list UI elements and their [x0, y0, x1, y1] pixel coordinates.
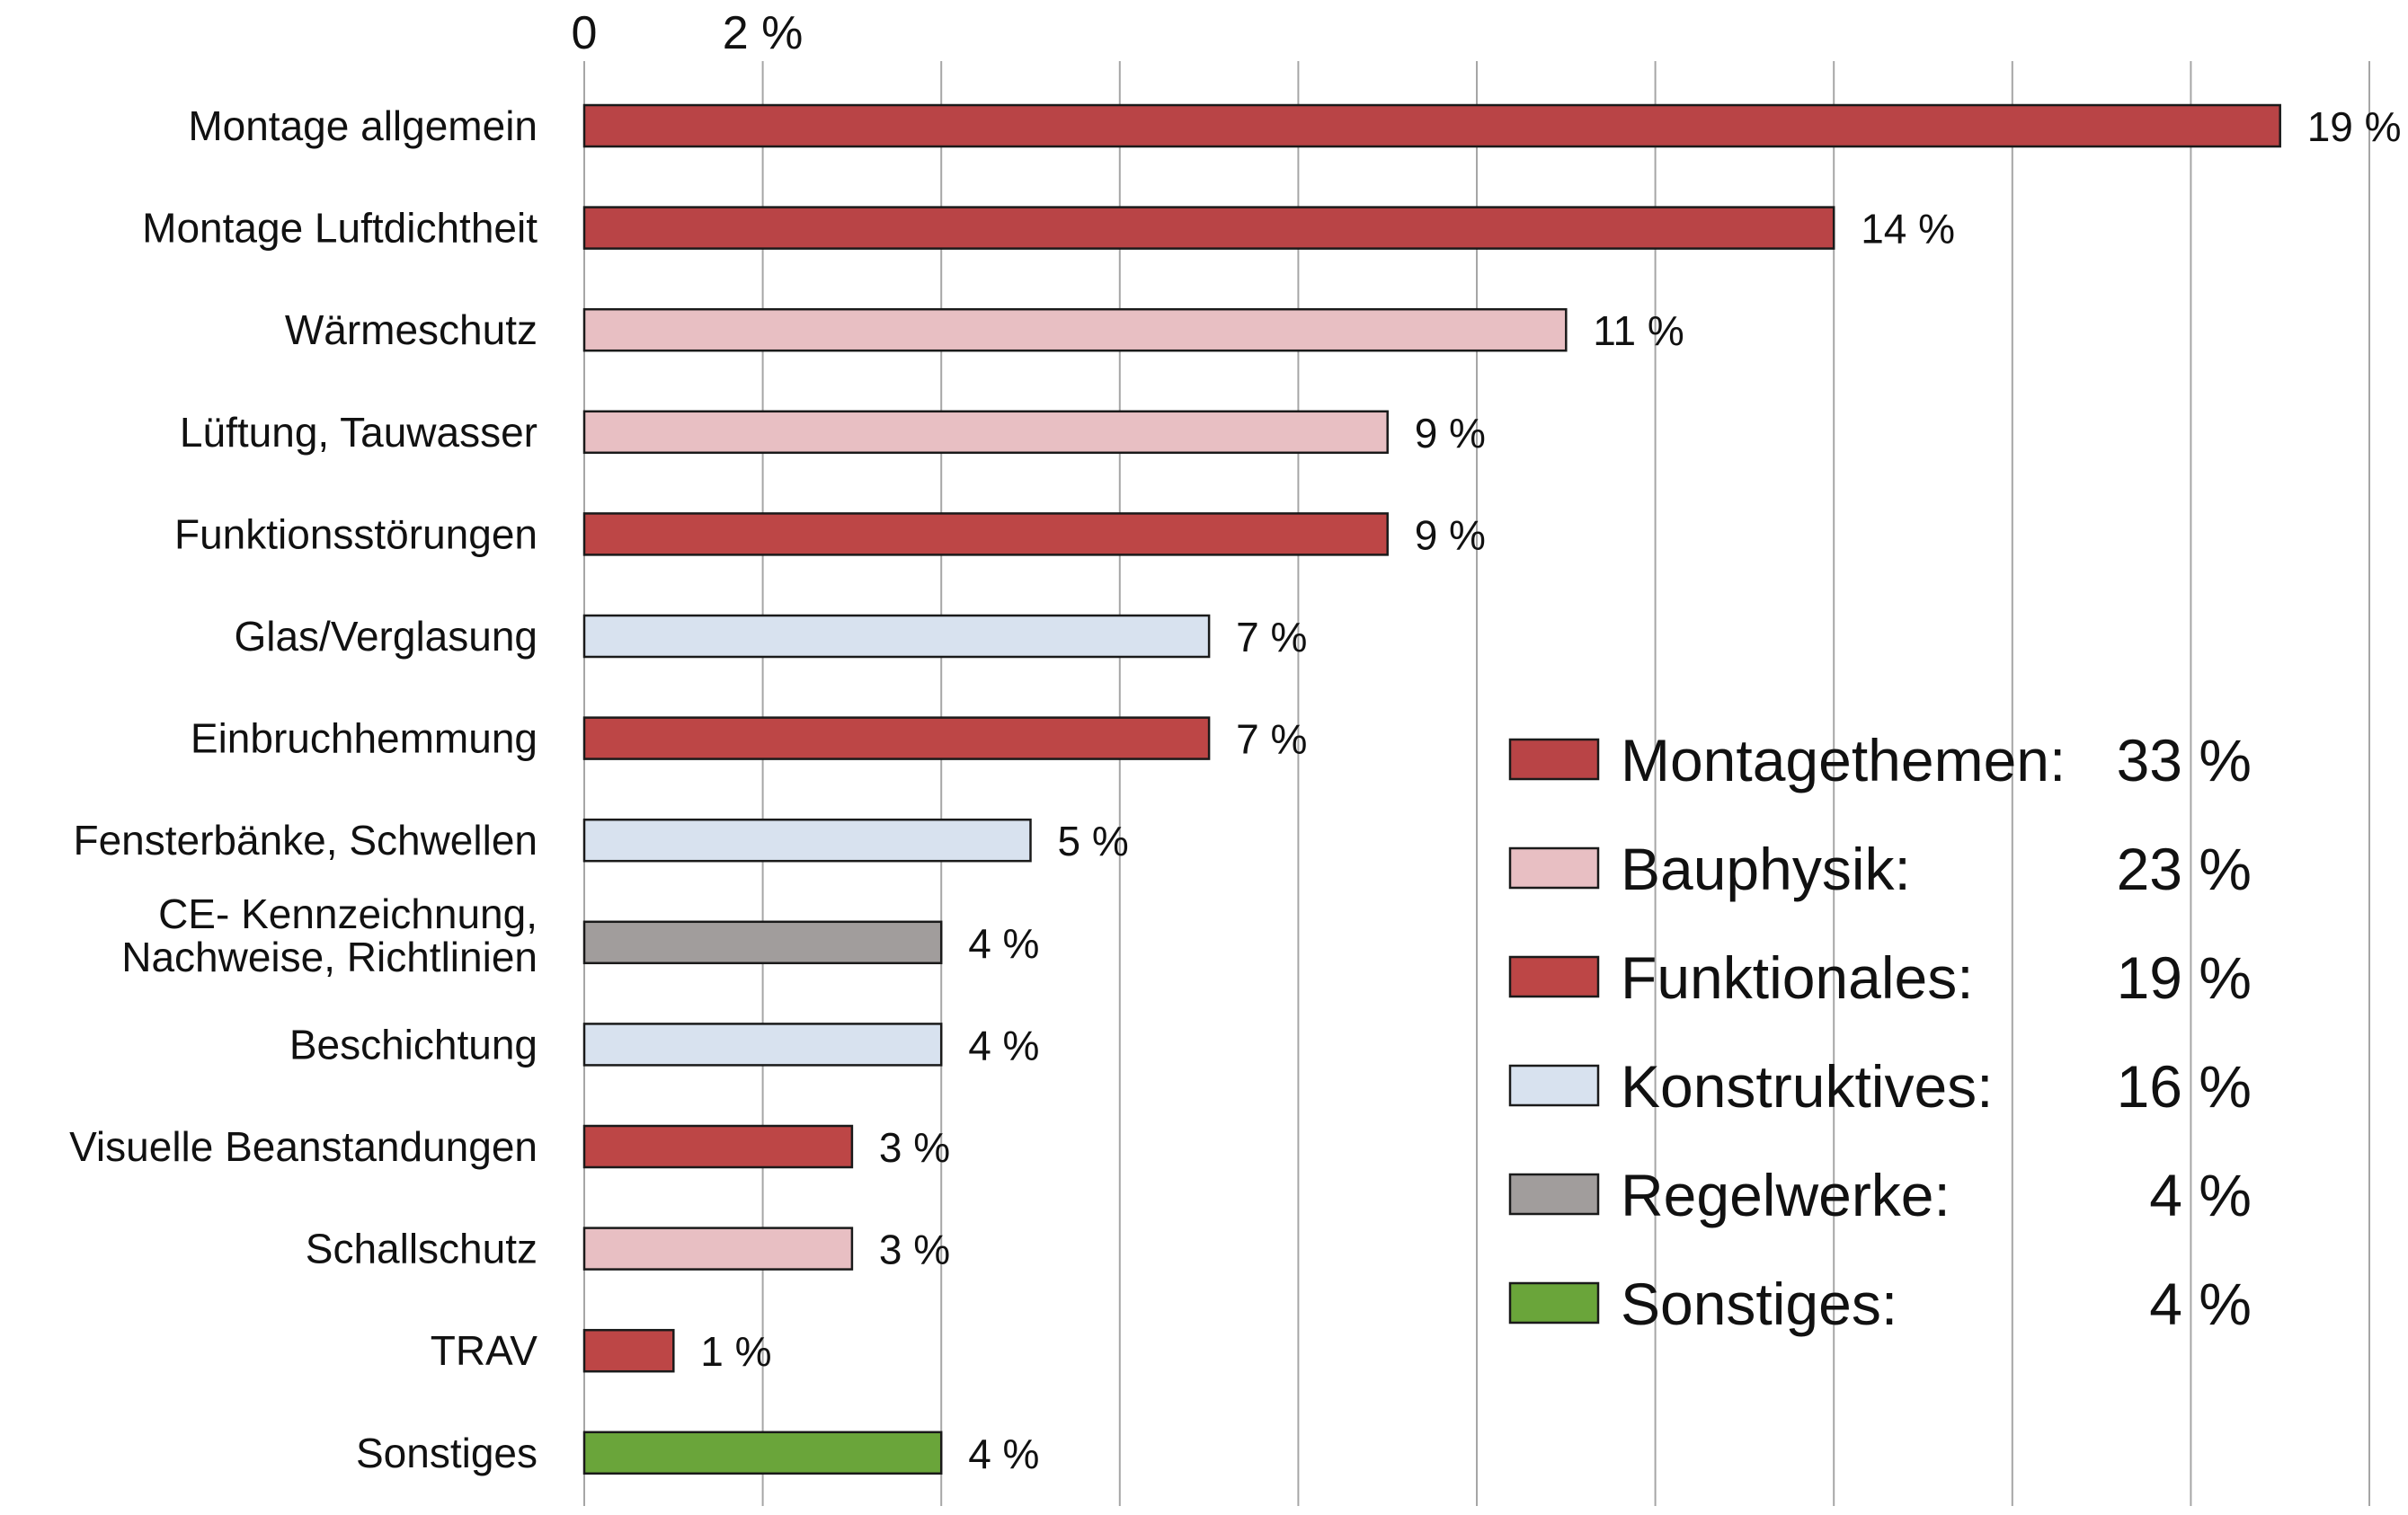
bar-row: Beschichtung 4 %: [289, 1021, 1040, 1068]
bar: [582, 920, 943, 965]
bars: Montage allgemein 19 % Montage Luftdichthe…: [69, 102, 2401, 1477]
category-label: Nachweise, Richtlinien: [121, 934, 538, 980]
bar-value-label: 7 %: [1236, 716, 1307, 763]
bar-row: Montage allgemein 19 %: [188, 102, 2401, 150]
bar-value-label: 3 %: [879, 1227, 950, 1273]
bar-value-label: 1 %: [700, 1328, 771, 1375]
legend-swatch: [1508, 846, 1600, 890]
bar: [582, 206, 1835, 250]
bar-row: CE- Kennzeichnung,Nachweise, Richtlinien…: [121, 890, 1039, 980]
bar-value-label: 4 %: [968, 1022, 1039, 1068]
bar: [582, 410, 1389, 455]
bar-row: Sonstiges 4 %: [356, 1430, 1039, 1477]
legend-label: Regelwerke:: [1621, 1162, 1950, 1228]
category-label: Beschichtung: [289, 1021, 538, 1068]
category-label: Visuelle Beanstandungen: [69, 1123, 538, 1170]
legend-item: Konstruktives: 16 %: [1508, 1053, 2252, 1120]
bar-value-label: 4 %: [968, 1431, 1039, 1477]
bar-row: Schallschutz 3 %: [306, 1226, 950, 1273]
legend-label: Bauphysik:: [1621, 836, 1911, 902]
bar: [582, 1227, 854, 1271]
bar-row: Wärmeschutz 11 %: [285, 306, 1684, 354]
category-label: Montage Luftdichtheit: [142, 205, 538, 252]
legend-value: 4 %: [2149, 1271, 2252, 1337]
legend-item: Regelwerke: 4 %: [1508, 1162, 2252, 1228]
legend-swatch: [1508, 1173, 1600, 1216]
bar-row: Funktionsstörungen 9 %: [174, 510, 1486, 558]
bar-value-label: 19 %: [2307, 103, 2402, 150]
legend-item: Montagethemen: 33 %: [1508, 727, 2252, 793]
bar: [582, 103, 2281, 148]
bar: [582, 512, 1389, 556]
bar: [582, 614, 1211, 659]
bar-row: Einbruchhemmung 7 %: [191, 715, 1307, 763]
bar-row: Lüftung, Tauwasser 9 %: [180, 409, 1486, 456]
category-label: CE- Kennzeichnung,: [158, 890, 538, 937]
bar: [582, 1023, 943, 1067]
bar-value-label: 9 %: [1415, 410, 1486, 456]
bar-row: Visuelle Beanstandungen 3 %: [69, 1123, 950, 1171]
category-label: Montage allgemein: [188, 102, 538, 149]
legend-swatch: [1508, 1064, 1600, 1107]
legend-value: 33 %: [2117, 727, 2252, 793]
bar: [582, 1124, 854, 1169]
legend-swatch: [1508, 1281, 1600, 1325]
x-tick-label: 0: [572, 7, 598, 59]
bar-row: Glas/Verglasung 7 %: [234, 613, 1307, 660]
legend-item: Bauphysik: 23 %: [1508, 836, 2252, 902]
bar-value-label: 4 %: [968, 920, 1039, 967]
category-label: Funktionsstörungen: [174, 510, 538, 557]
legend-item: Funktionales: 19 %: [1508, 944, 2252, 1011]
bar: [582, 1328, 675, 1373]
legend-label: Montagethemen:: [1621, 727, 2066, 793]
category-label: Schallschutz: [306, 1226, 538, 1272]
bar-value-label: 5 %: [1058, 818, 1129, 864]
category-label: Fensterbänke, Schwellen: [73, 817, 538, 864]
category-label: Lüftung, Tauwasser: [180, 409, 538, 456]
legend-label: Konstruktives:: [1621, 1053, 1994, 1120]
legend-label: Sonstiges:: [1621, 1271, 1897, 1337]
legend-value: 16 %: [2117, 1053, 2252, 1120]
legend-value: 23 %: [2117, 836, 2252, 902]
bar-row: Fensterbänke, Schwellen 5 %: [73, 817, 1128, 864]
category-label: Wärmeschutz: [285, 306, 538, 353]
grid-lines: [583, 61, 2370, 1506]
bar-value-label: 3 %: [879, 1124, 950, 1171]
bar-value-label: 11 %: [1593, 307, 1684, 354]
x-tick-label: 2 %: [723, 7, 804, 59]
bar-value-label: 9 %: [1415, 511, 1486, 558]
bar: [582, 1431, 943, 1475]
legend-value: 19 %: [2117, 944, 2252, 1011]
bar: [582, 818, 1032, 863]
bar: [582, 716, 1211, 760]
bar: [582, 307, 1568, 352]
bar-row: TRAV 1 %: [431, 1327, 772, 1375]
legend-swatch: [1508, 738, 1600, 781]
bar-row: Montage Luftdichtheit 14 %: [142, 205, 1955, 252]
category-label: Glas/Verglasung: [234, 613, 538, 660]
category-label: Sonstiges: [356, 1430, 538, 1476]
bar-value-label: 7 %: [1236, 614, 1307, 660]
bar-value-label: 14 %: [1861, 206, 1955, 252]
legend-item: Sonstiges: 4 %: [1508, 1271, 2252, 1337]
category-label: TRAV: [431, 1327, 538, 1374]
legend-label: Funktionales:: [1621, 944, 1974, 1011]
legend: Montagethemen: 33 % Bauphysik: 23 % Funktion…: [1508, 727, 2252, 1337]
legend-value: 4 %: [2149, 1162, 2252, 1228]
category-label: Einbruchhemmung: [191, 715, 538, 762]
legend-swatch: [1508, 955, 1600, 998]
x-tick-labels: 0 2 %: [572, 7, 804, 59]
